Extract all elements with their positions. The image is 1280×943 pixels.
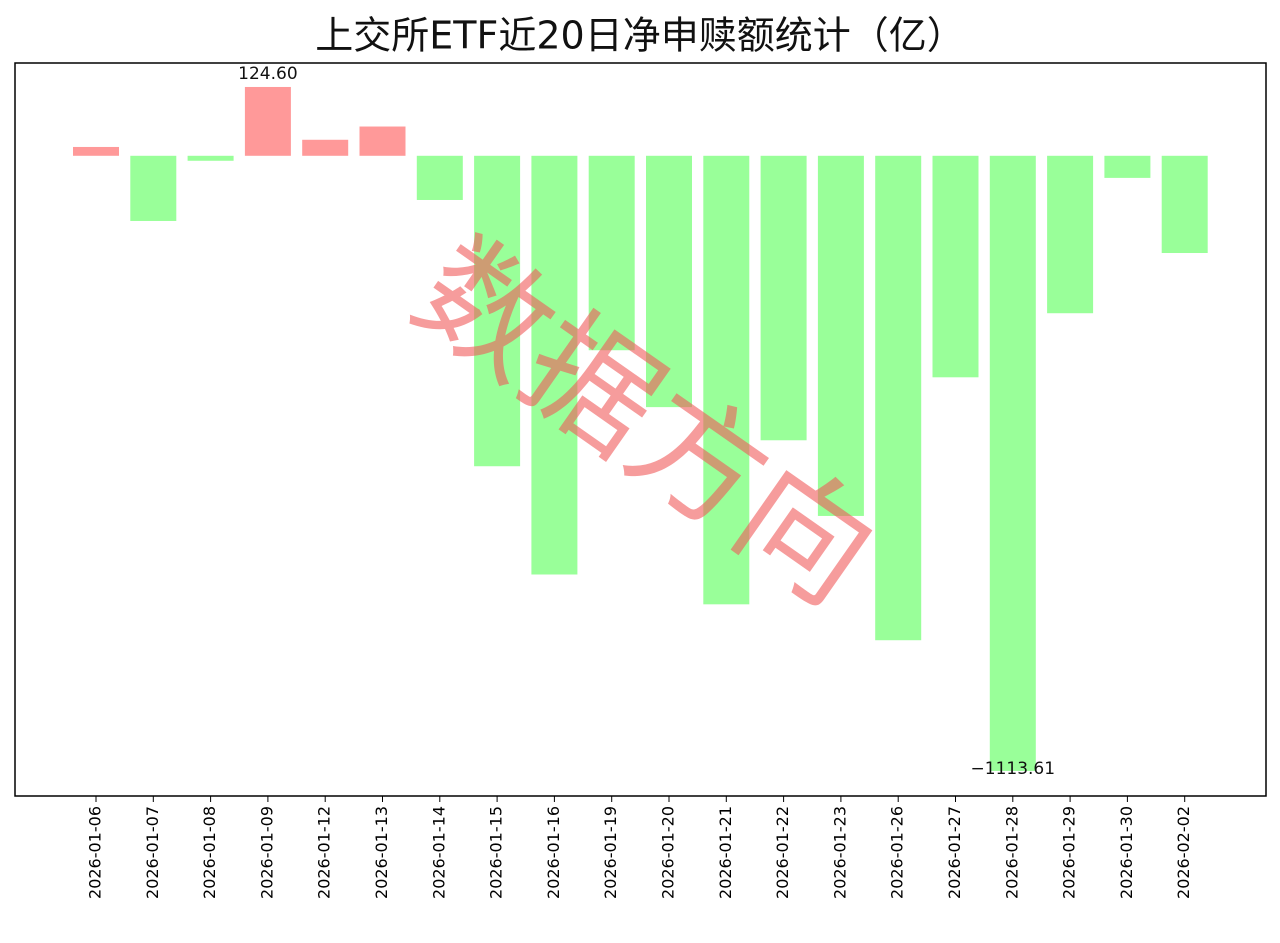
bar bbox=[244, 86, 291, 156]
bar bbox=[73, 146, 119, 156]
bar bbox=[359, 126, 406, 156]
x-tick-label: 2026-01-06 bbox=[86, 806, 105, 899]
x-tick-label: 2026-01-26 bbox=[888, 806, 907, 899]
x-tick-label: 2026-01-07 bbox=[143, 806, 162, 899]
bar bbox=[989, 155, 1036, 771]
x-tick-label: 2026-01-13 bbox=[372, 806, 391, 899]
bar bbox=[932, 155, 979, 378]
x-tick-label: 2026-01-14 bbox=[429, 806, 448, 899]
plot-frame bbox=[14, 62, 1267, 797]
bar bbox=[646, 155, 692, 408]
x-tick-label: 2026-01-12 bbox=[315, 806, 334, 899]
x-tick-label: 2026-01-19 bbox=[601, 806, 620, 899]
x-tick-label: 2026-01-30 bbox=[1117, 806, 1136, 899]
bar bbox=[1047, 155, 1094, 314]
x-tick-label: 2026-01-20 bbox=[659, 806, 678, 899]
bar bbox=[875, 155, 922, 641]
x-tick-label: 2026-01-29 bbox=[1060, 806, 1079, 899]
bar bbox=[474, 155, 521, 467]
x-tick-label: 2026-01-27 bbox=[945, 806, 964, 899]
value-label: 124.60 bbox=[238, 64, 297, 84]
bar bbox=[130, 155, 177, 221]
bar bbox=[1161, 155, 1208, 254]
bar bbox=[1104, 155, 1151, 178]
x-tick-label: 2026-01-09 bbox=[257, 806, 276, 899]
x-tick-label: 2026-01-22 bbox=[773, 806, 792, 899]
x-tick-label: 2026-01-08 bbox=[200, 806, 219, 899]
x-tick-label: 2026-01-21 bbox=[716, 806, 735, 899]
chart-title: 上交所ETF近20日净申赎额统计（亿） bbox=[315, 14, 964, 58]
x-tick-label: 2026-01-23 bbox=[830, 806, 849, 899]
bar bbox=[416, 155, 463, 200]
x-tick-label: 2026-01-15 bbox=[487, 806, 506, 899]
value-label: −1113.61 bbox=[971, 759, 1056, 779]
x-tick-label: 2026-01-16 bbox=[544, 806, 563, 899]
bar bbox=[302, 139, 349, 156]
bar bbox=[817, 155, 864, 516]
bar bbox=[703, 155, 750, 605]
x-tick-label: 2026-01-28 bbox=[1002, 806, 1021, 899]
x-tick-label: 2026-02-02 bbox=[1174, 806, 1193, 899]
bar bbox=[588, 155, 635, 351]
bar bbox=[187, 155, 234, 161]
bar bbox=[760, 155, 807, 441]
bar bbox=[531, 155, 578, 575]
